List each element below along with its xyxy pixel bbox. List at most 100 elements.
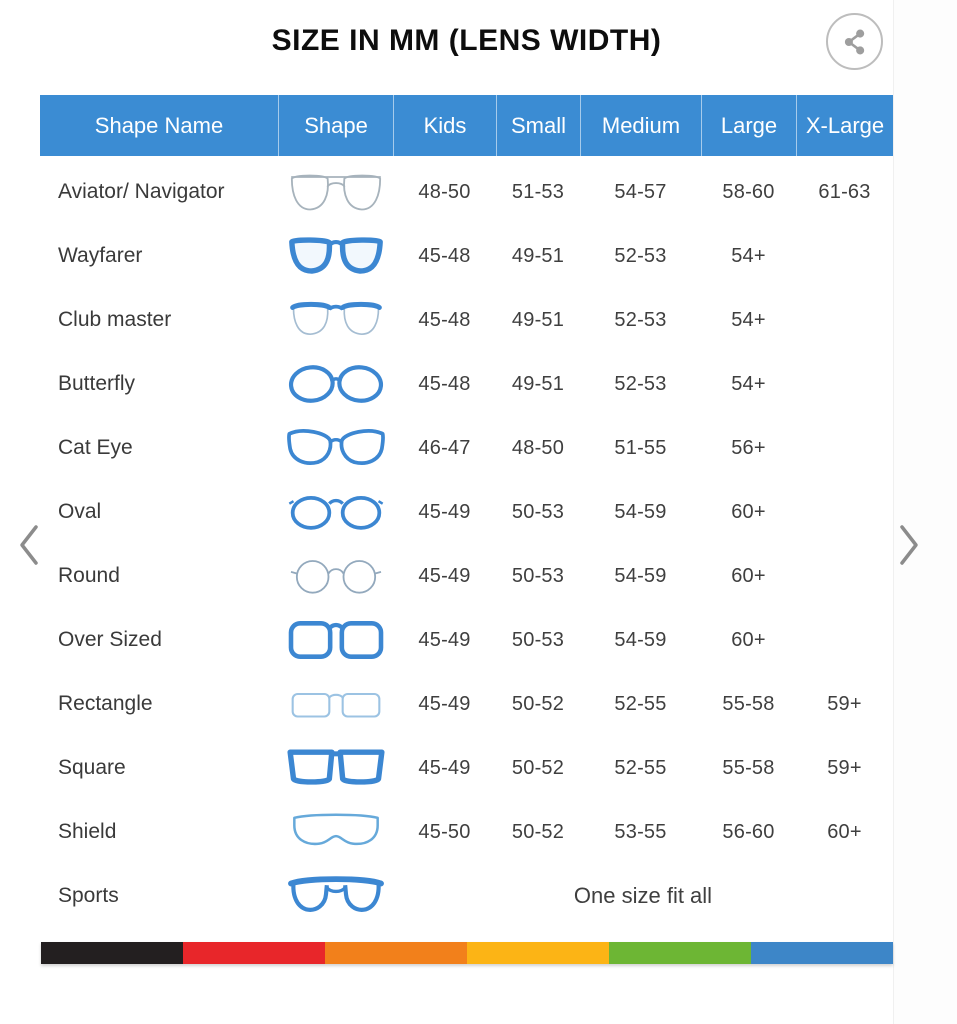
size-value: 60+ — [731, 564, 766, 587]
size-value: 45-49 — [418, 500, 471, 523]
size-value: 45-48 — [418, 308, 471, 331]
size-value: 53-55 — [614, 820, 667, 843]
shape-name-label: Square — [58, 756, 126, 779]
one-size-fit-all-text: One size fit all — [573, 883, 713, 908]
table-row: Over Sized 45-49 50-53 54-59 60+ — [40, 608, 893, 672]
size-value: 50-53 — [511, 628, 565, 651]
sports-glasses-icon — [278, 871, 393, 921]
clubmaster-glasses-icon — [278, 295, 393, 345]
size-value: 54+ — [731, 244, 766, 267]
size-value: 48-50 — [418, 180, 471, 203]
table-row: Sports One size fit all — [40, 864, 893, 928]
column-header-x-large: X-Large — [796, 95, 893, 156]
size-value: 52-55 — [614, 692, 667, 715]
title-bar: SIZE IN MM (LENS WIDTH) — [40, 24, 893, 58]
size-value: 45-49 — [418, 628, 471, 651]
wayfarer-glasses-icon — [278, 231, 393, 281]
shape-name-label: Club master — [58, 308, 172, 331]
color-bar-segment — [325, 942, 467, 964]
size-value: 48-50 — [511, 436, 565, 459]
chevron-right-icon — [900, 525, 918, 565]
round-glasses-icon — [278, 551, 393, 601]
size-value: 60+ — [731, 500, 766, 523]
column-header-shape: Shape — [278, 95, 393, 156]
oval-glasses-icon — [278, 487, 393, 537]
size-value: 49-51 — [511, 244, 565, 267]
column-header-kids: Kids — [393, 95, 496, 156]
rectangle-glasses-icon — [278, 679, 393, 729]
column-header-large: Large — [701, 95, 796, 156]
size-value: 54+ — [731, 308, 766, 331]
column-header-medium: Medium — [580, 95, 701, 156]
size-value: 46-47 — [418, 436, 471, 459]
chevron-left-icon — [20, 525, 38, 565]
table-row: Aviator/ Navigator 48-50 51-53 54-57 58-60 61… — [40, 160, 893, 224]
size-value: 45-49 — [418, 756, 471, 779]
size-value: 45-50 — [418, 820, 471, 843]
shape-name-label: Rectangle — [58, 692, 153, 715]
table-row: Round 45-49 50-53 54-59 60+ — [40, 544, 893, 608]
table-row: Rectangle 45-49 50-52 52-55 55-58 59+ — [40, 672, 893, 736]
size-value: 58-60 — [722, 180, 775, 203]
shape-name-label: Over Sized — [58, 628, 162, 651]
right-gutter — [893, 0, 957, 1024]
color-bar-segment — [609, 942, 751, 964]
table-header-row: Shape Name Shape Kids Small Medium Large… — [40, 95, 893, 156]
cateye-glasses-icon — [278, 423, 393, 473]
color-bar-segment — [41, 942, 183, 964]
size-value: 45-49 — [418, 692, 471, 715]
share-icon — [844, 29, 864, 54]
size-value: 52-55 — [614, 756, 667, 779]
table-row: Butterfly 45-48 49-51 52-53 54+ — [40, 352, 893, 416]
size-value: 60+ — [827, 820, 862, 843]
carousel-prev-button[interactable] — [16, 522, 42, 571]
size-value: 59+ — [827, 692, 862, 715]
share-button[interactable] — [826, 13, 883, 70]
color-bar-segment — [467, 942, 609, 964]
size-value: 59+ — [827, 756, 862, 779]
color-bar-segment — [751, 942, 893, 964]
shape-name-label: Butterfly — [58, 372, 136, 395]
size-value: 52-53 — [614, 308, 667, 331]
shape-name-label: Wayfarer — [58, 244, 143, 267]
shield-glasses-icon — [278, 807, 393, 857]
size-value: 55-58 — [722, 756, 775, 779]
size-value: 56+ — [731, 436, 766, 459]
carousel-next-button[interactable] — [896, 522, 922, 571]
shape-name-label: Aviator/ Navigator — [58, 180, 225, 203]
page-title: SIZE IN MM (LENS WIDTH) — [271, 24, 662, 57]
size-value: 60+ — [731, 628, 766, 651]
table-body: Aviator/ Navigator 48-50 51-53 54-57 58-60 61… — [40, 160, 893, 928]
column-header-shape-name: Shape Name — [94, 112, 224, 138]
table-row: Square 45-49 50-52 52-55 55-58 59+ — [40, 736, 893, 800]
table-row: Cat Eye 46-47 48-50 51-55 56+ — [40, 416, 893, 480]
size-value: 56-60 — [722, 820, 775, 843]
size-value: 54-59 — [614, 628, 667, 651]
butterfly-glasses-icon — [278, 359, 393, 409]
size-value: 45-48 — [418, 372, 471, 395]
column-header-small: Small — [496, 95, 580, 156]
size-value: 50-53 — [511, 500, 565, 523]
color-bar-segment — [183, 942, 325, 964]
shape-name-label: Cat Eye — [58, 436, 133, 459]
size-value: 49-51 — [511, 308, 565, 331]
size-value: 55-58 — [722, 692, 775, 715]
table-row: Shield 45-50 50-52 53-55 56-60 60+ — [40, 800, 893, 864]
size-value: 45-49 — [418, 564, 471, 587]
shape-name-label: Oval — [58, 500, 102, 523]
size-value: 50-52 — [511, 820, 565, 843]
size-value: 54-57 — [614, 180, 667, 203]
shape-name-label: Sports — [58, 884, 119, 907]
size-value: 52-53 — [614, 244, 667, 267]
size-value: 54+ — [731, 372, 766, 395]
size-value: 52-53 — [614, 372, 667, 395]
shape-name-label: Shield — [58, 820, 117, 843]
size-value: 45-48 — [418, 244, 471, 267]
oversized-glasses-icon — [278, 615, 393, 665]
shape-name-label: Round — [58, 564, 120, 587]
size-value: 51-55 — [614, 436, 667, 459]
size-value: 50-52 — [511, 692, 565, 715]
size-value: 49-51 — [511, 372, 565, 395]
size-value: 50-53 — [511, 564, 565, 587]
size-value: 54-59 — [614, 564, 667, 587]
